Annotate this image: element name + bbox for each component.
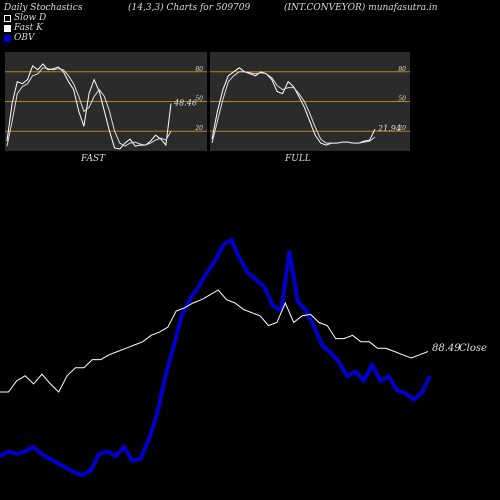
close-line: [0, 289, 429, 393]
panel-fast-xlabel: FAST: [80, 154, 106, 164]
legend-swatch-obv: [4, 34, 11, 42]
legend-label-obv: OBV: [14, 33, 35, 43]
legend-label-fast-k: Fast K: [14, 23, 43, 33]
legend-item-fast-k: Fast K: [4, 23, 46, 33]
panel-full-tick-50: 50: [398, 96, 406, 103]
obv-line: [0, 238, 432, 477]
legend: Slow D Fast K OBV: [4, 13, 46, 43]
panel-fast-tick-20: 20: [194, 125, 203, 132]
chart-subtitle: (14,3,3) Charts for 509709: [128, 3, 251, 13]
panel-fast-tick-80: 80: [195, 66, 203, 73]
legend-item-obv: OBV: [4, 33, 46, 43]
panel-full-last-value: 21.94: [377, 124, 401, 133]
chart-title: Daily Stochastics: [4, 3, 83, 13]
panel-full-tick-20: 20: [397, 125, 406, 132]
panel-full-series-full-d: [211, 71, 376, 144]
panel-fast-series-slow-d: [6, 67, 172, 147]
panel-fast-last-value: 48.46: [173, 98, 197, 107]
panel-full-xlabel: FULL: [284, 154, 311, 164]
chart-source: (INT.CONVEYOR) munafasutra.in: [284, 3, 438, 13]
close-last-value: 88.49: [432, 343, 461, 354]
legend-swatch-fast-k: [4, 24, 11, 32]
panel-fast-tick-50: 50: [195, 96, 203, 103]
legend-item-slow-d: Slow D: [4, 13, 46, 23]
panel-full-tick-80: 80: [398, 66, 406, 73]
legend-label-slow-d: Slow D: [14, 13, 47, 23]
close-label: Close: [459, 343, 487, 354]
legend-swatch-slow-d: [4, 14, 11, 22]
